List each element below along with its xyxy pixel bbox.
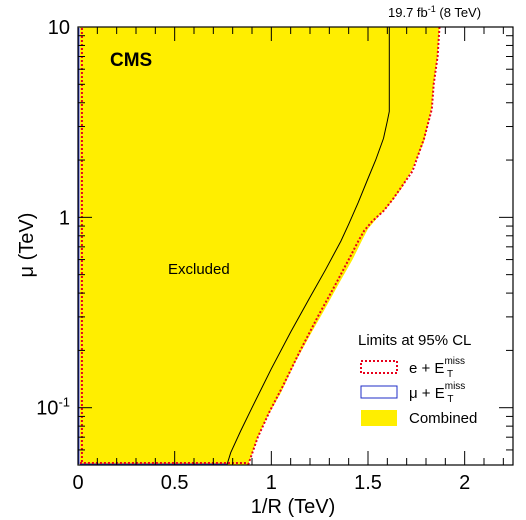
- x-tick-label: 0.5: [161, 472, 189, 494]
- plot-frame: [77, 26, 514, 466]
- legend-label-muon: μ + Emiss T: [409, 381, 465, 405]
- x-tick-label: 1.5: [354, 472, 382, 494]
- y-tick-label: 1: [59, 207, 70, 229]
- legend-label-electron: e + Emiss T: [409, 356, 465, 380]
- x-tick-label: 2: [459, 472, 470, 494]
- y-tick-label: 10-1: [36, 395, 70, 420]
- legend-swatch-combined: [361, 410, 397, 426]
- x-axis-label: 1/R (TeV): [251, 496, 335, 518]
- lumi-header: 19.7 fb-1 (8 TeV): [388, 4, 481, 20]
- axis-ticks: [77, 26, 513, 466]
- axis-tick-labels: 0 0.5 1 1.5 2 10-1 1 10: [36, 17, 470, 494]
- x-tick-label: 0: [72, 472, 83, 494]
- combined-exclusion-area: [79, 27, 440, 465]
- plot-area: [78, 26, 441, 466]
- y-tick-label: 10: [48, 17, 70, 39]
- cms-label: CMS: [110, 50, 152, 71]
- legend-swatch-muon: [360, 385, 398, 399]
- muon-limit-line: [226, 27, 390, 466]
- x-tick-label: 1: [266, 472, 277, 494]
- electron-limit-line: [247, 26, 441, 466]
- legend: Limits at 95% CL e + Emiss T μ + Emiss T C…: [358, 332, 477, 427]
- legend-label-combined: Combined: [409, 410, 477, 427]
- legend-swatch-electron: [360, 360, 398, 374]
- legend-title: Limits at 95% CL: [358, 332, 471, 349]
- y-axis-label: μ (TeV): [16, 213, 38, 278]
- excluded-label: Excluded: [168, 261, 230, 278]
